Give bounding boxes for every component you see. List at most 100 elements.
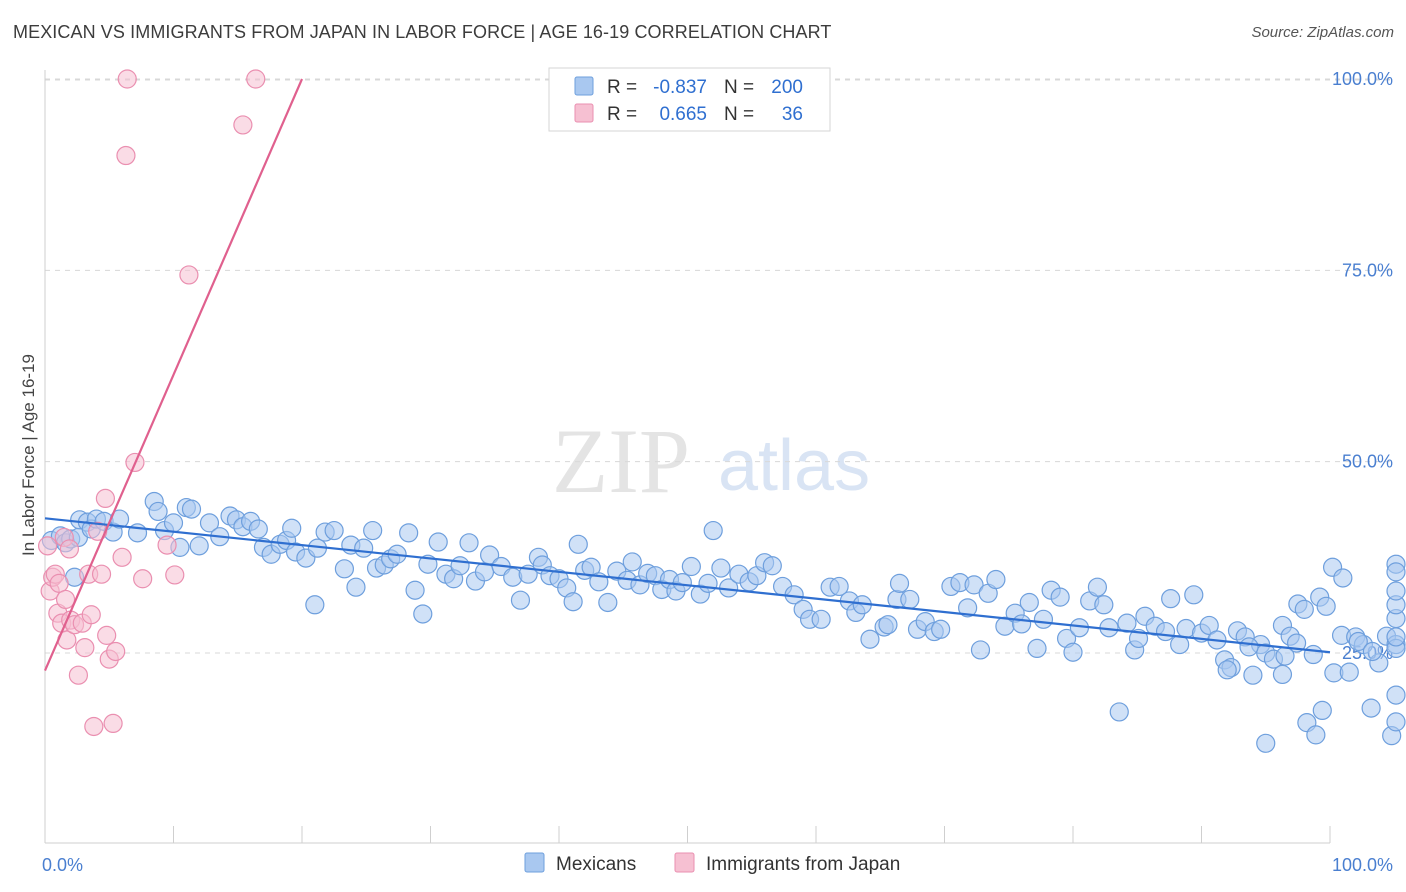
- mexicans-point: [148, 501, 168, 522]
- japan-point: [95, 488, 115, 509]
- japan-point: [165, 565, 185, 585]
- trendlines: [43, 78, 1331, 672]
- series-mexicans: [41, 491, 1406, 753]
- japan-point: [179, 265, 199, 285]
- mexicans-point: [163, 513, 184, 533]
- mexicans-point: [1155, 621, 1176, 642]
- mexicans-point: [305, 595, 325, 615]
- mexicans-point: [711, 558, 731, 578]
- mexicans-point: [931, 619, 951, 639]
- x-tick-label: 100.0%: [1332, 855, 1393, 875]
- mexicans-point: [459, 533, 479, 553]
- watermark-atlas: atlas: [718, 426, 870, 506]
- mexicans-point: [622, 552, 642, 572]
- mexicans-point: [399, 523, 419, 543]
- mexicans-point: [189, 536, 209, 556]
- mexicans-point: [1063, 642, 1083, 662]
- mexicans-point: [1386, 685, 1406, 705]
- watermark-zip: ZIP: [552, 410, 690, 512]
- mexicans-point: [346, 577, 366, 597]
- mexicans-point: [1217, 660, 1237, 680]
- trendline-mexicans: [44, 517, 1331, 654]
- mexicans-point: [248, 519, 268, 539]
- mexicans-point: [1128, 628, 1149, 649]
- mexicans-point: [510, 590, 531, 610]
- stats-legend-swatch-mexicans: [574, 76, 594, 96]
- japan-point: [81, 605, 101, 625]
- mexicans-point: [889, 573, 910, 593]
- mexicans-point: [1303, 644, 1323, 665]
- mexicans-point: [1386, 627, 1406, 647]
- mexicans-point: [413, 604, 433, 624]
- stats-legend-n-value-1: 200: [771, 77, 803, 98]
- mexicans-point: [964, 575, 984, 595]
- japan-point: [112, 547, 132, 567]
- japan-point: [68, 665, 89, 685]
- mexicans-point: [681, 556, 701, 577]
- japan-point: [75, 638, 95, 658]
- japan-point: [106, 641, 126, 662]
- mexicans-point: [1316, 596, 1336, 616]
- watermark: ZIP atlas: [552, 410, 870, 512]
- chart-title: MEXICAN VS IMMIGRANTS FROM JAPAN IN LABO…: [13, 22, 832, 42]
- mexicans-point: [860, 629, 880, 649]
- mexicans-point: [324, 520, 344, 541]
- mexicans-point: [878, 615, 898, 635]
- mexicans-point: [199, 513, 220, 533]
- japan-point: [59, 539, 80, 559]
- stats-legend-n-value-2: 36: [782, 104, 803, 125]
- bottom-legend: Mexicans Immigrants from Japan: [524, 852, 900, 875]
- stats-legend-r-label-1: R =: [607, 77, 637, 98]
- x-tick-label: 0.0%: [42, 855, 83, 875]
- mexicans-point: [1256, 733, 1276, 753]
- mexicans-point: [811, 609, 831, 629]
- mexicans-point: [1050, 587, 1070, 607]
- mexicans-point: [672, 572, 692, 593]
- mexicans-point: [1109, 702, 1129, 722]
- mexicans-point: [1339, 662, 1359, 682]
- mexicans-point: [1362, 641, 1383, 662]
- stats-legend-n-label-2: N =: [724, 104, 754, 125]
- mexicans-point: [1348, 631, 1368, 652]
- stats-legend-r-value-1: -0.837: [653, 77, 707, 98]
- mexicans-point: [1294, 599, 1314, 619]
- series-immigrants-from-japan: [37, 69, 266, 737]
- mexicans-point: [568, 534, 588, 554]
- mexicans-point: [1386, 712, 1406, 732]
- legend-swatch-japan: [674, 852, 695, 873]
- mexicans-point: [1011, 614, 1032, 634]
- stats-legend-box: [548, 67, 831, 132]
- mexicans-point: [598, 592, 618, 613]
- mexicans-point: [1094, 595, 1114, 615]
- japan-point: [157, 535, 177, 555]
- mexicans-point: [334, 559, 355, 579]
- mexicans-point: [1161, 589, 1181, 609]
- mexicans-point: [354, 538, 374, 558]
- mexicans-point: [428, 532, 448, 552]
- stats-legend-r-value-2: 0.665: [659, 104, 707, 125]
- legend-label-japan: Immigrants from Japan: [706, 854, 900, 875]
- stats-legend-r-label-2: R =: [607, 104, 637, 125]
- japan-point: [103, 713, 123, 734]
- trendline-japan: [43, 78, 304, 672]
- mexicans-point: [1312, 700, 1332, 721]
- japan-point: [37, 536, 58, 556]
- mexicans-point: [1239, 637, 1259, 657]
- mexicans-point: [1333, 568, 1353, 588]
- axes: [44, 70, 1331, 844]
- mexicans-point: [900, 589, 920, 610]
- mexicans-point: [181, 499, 202, 519]
- mexicans-point: [1272, 664, 1293, 685]
- mexicans-point: [1386, 581, 1406, 601]
- legend-swatch-mexicans: [524, 852, 545, 873]
- japan-point: [84, 716, 104, 737]
- mexicans-point: [703, 520, 723, 541]
- japan-point: [97, 625, 117, 645]
- japan-point: [91, 564, 112, 584]
- mexicans-point: [1184, 585, 1204, 605]
- mexicans-point: [1275, 646, 1295, 666]
- japan-point: [49, 573, 69, 593]
- mexicans-point: [363, 520, 383, 541]
- mexicans-point: [1033, 609, 1054, 629]
- japan-point: [246, 69, 266, 89]
